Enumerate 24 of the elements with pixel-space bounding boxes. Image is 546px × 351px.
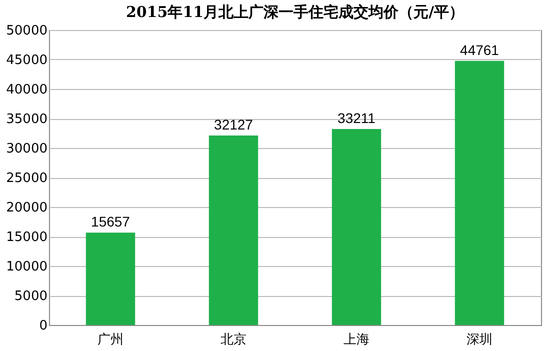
- y-tick-label: 0: [39, 318, 48, 334]
- x-tick-label: 北京: [220, 332, 246, 348]
- data-label: 32127: [214, 116, 254, 132]
- y-tick-label: 20000: [6, 200, 48, 216]
- bar: [454, 60, 504, 325]
- y-tick-label: 10000: [6, 260, 48, 274]
- data-label: 15657: [91, 214, 130, 230]
- chart-title: 2015年11月北上广深一手住宅成交均价（元/平）: [126, 3, 464, 21]
- x-tick-label: 上海: [344, 332, 370, 348]
- y-tick-label: 25000: [6, 171, 48, 186]
- y-tick-label: 45000: [6, 53, 48, 68]
- y-tick-label: 35000: [6, 112, 48, 127]
- bar: [86, 232, 136, 325]
- x-tick-label: 深圳: [466, 332, 492, 348]
- y-tick-label: 15000: [6, 230, 48, 245]
- bar: [208, 135, 258, 325]
- data-label: 33211: [338, 110, 376, 126]
- y-tick-label: 5000: [14, 289, 48, 304]
- bar: [332, 129, 382, 325]
- x-tick-label: 广州: [98, 332, 124, 348]
- y-tick-label: 40000: [6, 82, 48, 98]
- y-tick-label: 30000: [6, 142, 48, 156]
- data-label: 44761: [460, 42, 500, 58]
- y-tick-label: 50000: [6, 24, 48, 38]
